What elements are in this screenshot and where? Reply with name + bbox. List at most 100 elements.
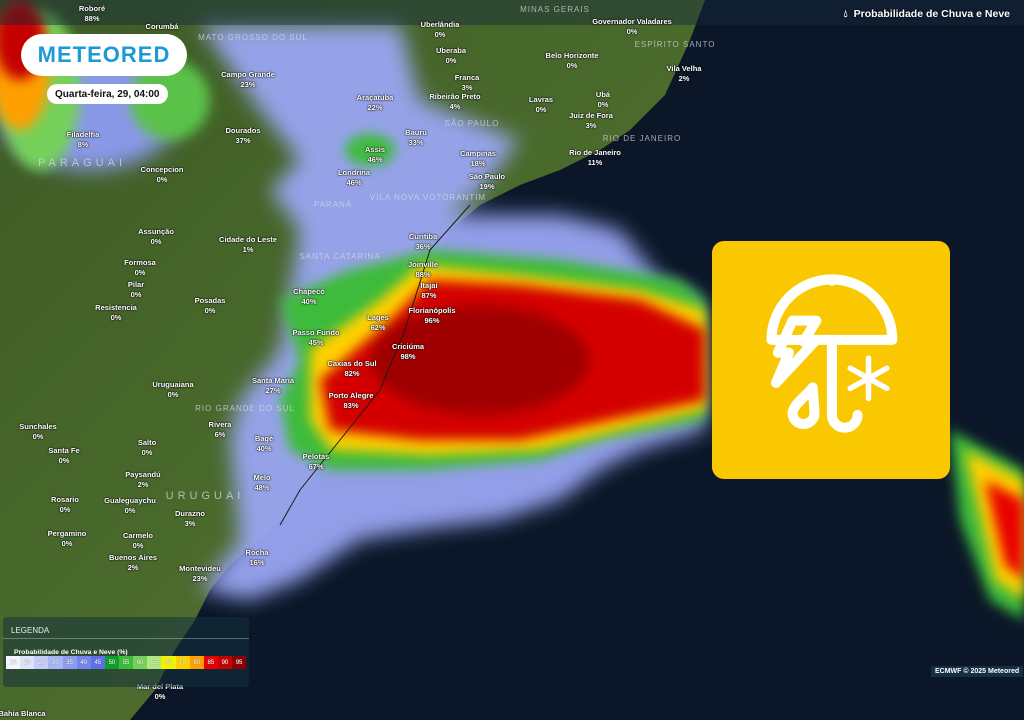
legend-step: 50: [104, 656, 119, 669]
city-marker[interactable]: Santa Fe 0%: [48, 446, 79, 466]
city-name: Corumbá: [145, 22, 179, 31]
legend-divider: [3, 638, 249, 639]
city-marker[interactable]: Formosa 0%: [124, 258, 156, 278]
city-marker[interactable]: Melo 48%: [253, 473, 270, 493]
city-probability: 40%: [301, 297, 317, 306]
city-marker[interactable]: Carmelo 0%: [123, 531, 153, 551]
city-name: Durazno: [175, 509, 205, 518]
city-marker[interactable]: Bahia Blanca: [0, 709, 46, 719]
region-label: MATO GROSSO DO SUL: [198, 33, 308, 42]
city-probability: 0%: [597, 100, 609, 109]
city-marker[interactable]: Bauru 33%: [405, 128, 427, 148]
city-marker[interactable]: Sunchales 0%: [19, 422, 57, 442]
city-probability: 3%: [585, 121, 597, 130]
city-marker[interactable]: Rio de Janeiro 11%: [569, 148, 621, 168]
city-marker[interactable]: Salto 0%: [138, 438, 156, 458]
city-probability: 0%: [204, 306, 216, 315]
legend-step: 45: [90, 656, 105, 669]
city-probability: 88%: [415, 270, 431, 279]
city-marker[interactable]: Itajaí 87%: [420, 281, 437, 301]
city-marker[interactable]: Lavras 0%: [529, 95, 553, 115]
city-marker[interactable]: Chapecó 40%: [293, 287, 325, 307]
umbrella-storm-snow-icon: [712, 241, 950, 479]
city-marker[interactable]: Gualeguaychu 0%: [104, 496, 156, 516]
city-marker[interactable]: Assis 46%: [365, 145, 385, 165]
city-marker[interactable]: Filadelfia 8%: [67, 130, 100, 150]
city-name: Araçatuba: [356, 93, 394, 102]
city-marker[interactable]: Pergamino 0%: [48, 529, 87, 549]
city-probability: 45%: [308, 338, 324, 347]
city-probability: 67%: [308, 462, 324, 471]
city-marker[interactable]: Roboré 88%: [79, 4, 105, 24]
city-marker[interactable]: Ubá 0%: [596, 90, 610, 110]
city-marker[interactable]: Buenos Aires 2%: [109, 553, 157, 573]
city-marker[interactable]: Franca 3%: [455, 73, 480, 93]
city-marker[interactable]: Dourados 37%: [225, 126, 260, 146]
city-marker[interactable]: Uruguaiana 0%: [152, 380, 193, 400]
city-probability: 48%: [254, 483, 270, 492]
city-marker[interactable]: Santa Maria 27%: [252, 376, 294, 396]
city-marker[interactable]: Lages 62%: [367, 313, 389, 333]
city-probability: 87%: [421, 291, 437, 300]
city-marker[interactable]: São Paulo 19%: [469, 172, 505, 192]
city-marker[interactable]: Ribeirão Preto 4%: [429, 92, 480, 112]
city-marker[interactable]: Rocha 16%: [246, 548, 269, 568]
city-marker[interactable]: Assunção 0%: [138, 227, 174, 247]
city-marker[interactable]: Pelotas 67%: [303, 452, 330, 472]
city-marker[interactable]: Paysandú 2%: [125, 470, 160, 490]
city-name: Concepcion: [140, 165, 184, 174]
city-probability: 0%: [132, 541, 144, 550]
city-marker[interactable]: Cidade do Leste 1%: [219, 235, 277, 255]
city-probability: 33%: [408, 138, 424, 147]
city-marker[interactable]: Uberlândia 0%: [421, 20, 460, 40]
city-marker[interactable]: Juiz de Fora 3%: [569, 111, 613, 131]
city-name: Uberaba: [435, 46, 467, 55]
city-marker[interactable]: Concepcion 0%: [141, 165, 184, 185]
city-marker[interactable]: Bagé 40%: [255, 434, 273, 454]
city-marker[interactable]: Montevideu 23%: [179, 564, 221, 584]
city-marker[interactable]: Governador Valadares 0%: [592, 17, 672, 37]
precip-red: [0, 0, 1024, 580]
legend-step: 90: [217, 656, 232, 669]
city-name: Governador Valadares: [592, 17, 672, 26]
city-marker[interactable]: Campo Grande 23%: [221, 70, 275, 90]
city-marker[interactable]: Posadas 0%: [195, 296, 226, 316]
city-marker[interactable]: Rivera 6%: [209, 420, 232, 440]
region-label: RIO GRANDE DO SUL: [195, 404, 295, 413]
city-name: Filadelfia: [66, 130, 100, 139]
city-name: Ubá: [595, 90, 611, 99]
city-name: Lavras: [528, 95, 554, 104]
city-marker[interactable]: Londrina 46%: [338, 168, 370, 188]
city-marker[interactable]: Resistencia 0%: [95, 303, 137, 323]
city-marker[interactable]: Passo Fundo 45%: [292, 328, 339, 348]
city-marker[interactable]: Joinville 88%: [408, 260, 438, 280]
city-probability: 8%: [77, 140, 89, 149]
region-label: ESPÍRITO SANTO: [634, 40, 716, 49]
city-marker[interactable]: Corumbá: [146, 22, 179, 32]
city-marker[interactable]: Araçatuba 22%: [357, 93, 394, 113]
city-marker[interactable]: Pilar 0%: [128, 280, 144, 300]
city-probability: 96%: [424, 316, 440, 325]
city-marker[interactable]: Vila Velha 2%: [667, 64, 702, 84]
city-probability: 18%: [470, 159, 486, 168]
city-name: Santa Maria: [251, 376, 295, 385]
city-probability: 40%: [256, 444, 272, 453]
city-marker[interactable]: Criciúma 98%: [392, 342, 424, 362]
city-marker[interactable]: Porto Alegre 83%: [329, 391, 374, 411]
meteored-logo[interactable]: METEORED: [21, 34, 187, 76]
city-marker[interactable]: Durazno 3%: [175, 509, 205, 529]
city-marker[interactable]: Florianópolis 96%: [408, 306, 455, 326]
legend-step: 75: [175, 656, 190, 669]
city-name: Bahia Blanca: [0, 709, 46, 718]
city-marker[interactable]: Curitiba 36%: [409, 232, 437, 252]
city-marker[interactable]: Belo Horizonte 0%: [546, 51, 599, 71]
city-marker[interactable]: Caxias do Sul 82%: [327, 359, 376, 379]
city-marker[interactable]: Rosario 0%: [51, 495, 79, 515]
city-probability: 0%: [110, 313, 122, 322]
city-probability: 0%: [124, 506, 136, 515]
city-probability: 0%: [141, 448, 153, 457]
city-marker[interactable]: Campinas 18%: [460, 149, 496, 169]
city-marker[interactable]: Uberaba 0%: [436, 46, 466, 66]
city-probability: 2%: [137, 480, 149, 489]
